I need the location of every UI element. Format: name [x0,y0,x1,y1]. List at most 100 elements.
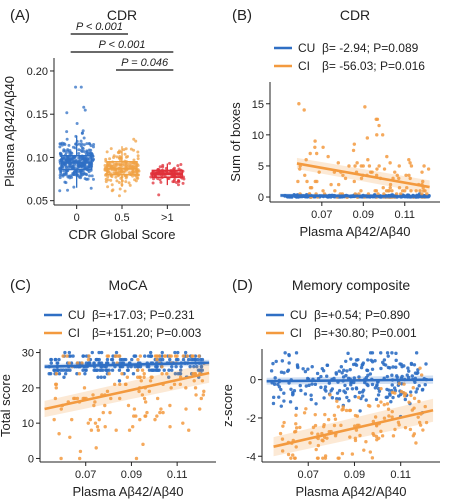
data-point-cu [65,368,70,372]
data-point-ci [198,407,202,411]
data-point-ci [370,456,375,460]
data-point-cu [366,358,370,362]
data-point-cu [117,379,122,383]
data-point [115,155,119,159]
data-point-ci [138,354,142,358]
panel-label: (D) [232,277,253,294]
x-tick-label: 0 [74,212,80,224]
legend-label: CI [68,326,80,340]
data-point-cu [143,354,147,358]
data-point-cu [359,365,364,370]
data-point-ci [118,396,122,401]
data-point-cu [305,376,310,381]
data-point [63,149,67,153]
data-point-ci [313,412,317,417]
data-point-ci [332,423,337,428]
data-point-cu [368,372,373,376]
data-point-cu [420,388,425,392]
data-point-cu [49,357,53,362]
data-point-cu [395,375,399,379]
data-point-ci [420,170,424,174]
data-point [128,171,132,175]
data-point-cu [361,394,365,398]
data-point-ci [313,139,317,143]
data-point-cu [301,367,305,371]
data-point [61,174,65,178]
data-point-ci [365,136,370,140]
data-point-ci [320,438,324,442]
data-point [64,173,68,177]
data-point-ci [394,192,399,196]
data-point-ci [375,133,379,137]
data-point [71,145,75,149]
data-point-cu [47,372,51,376]
data-point [132,137,136,141]
data-point-ci [317,170,321,174]
data-point-cu [413,380,417,384]
data-point-cu [269,369,274,373]
data-point [114,175,118,179]
data-point-cu [114,350,119,355]
data-point-ci [390,415,394,419]
data-point-cu [343,390,348,395]
data-point-ci [192,379,196,383]
data-point [58,151,62,155]
data-point [109,164,113,168]
data-point-ci [105,389,110,394]
data-point [80,146,84,150]
data-point-ci [347,164,351,168]
data-point-ci [101,410,105,415]
data-point-ci [396,420,401,425]
data-point [89,186,93,190]
chart-title: CDR [340,7,370,23]
data-point-ci [388,161,392,165]
data-point-cu [304,384,308,388]
data-point-ci [323,456,328,460]
data-point-cu [99,368,103,372]
data-point-cu [105,368,109,372]
data-point-cu [279,370,284,374]
data-point [65,111,69,115]
data-point [179,162,183,166]
data-point [66,188,70,192]
data-point-ci [314,151,319,156]
data-point-ci [73,396,77,401]
data-point-cu [111,354,115,358]
data-point-ci [357,395,361,400]
data-point-cu [92,361,96,365]
data-point-cu [398,362,402,366]
data-point-ci [202,389,206,394]
data-point-cu [176,350,180,355]
data-point-cu [351,362,356,367]
data-point-ci [293,456,297,460]
data-point-cu [366,373,370,377]
data-point-cu [168,357,172,362]
data-point-ci [160,372,164,376]
data-point [114,162,118,166]
data-point-ci [409,189,413,193]
data-point-ci [362,448,366,452]
data-point-ci [130,424,135,429]
data-point [87,170,91,174]
y-tick-label: -2 [246,413,256,425]
data-point [75,122,79,126]
legend-label: CU [68,308,85,322]
data-point-cu [110,368,115,372]
data-point-cu [99,361,104,365]
data-point-ci [68,435,72,439]
data-point-ci [53,396,58,401]
data-point-ci [359,176,364,181]
data-point-ci [160,364,164,369]
data-point-ci [92,403,96,408]
chart-title: MoCA [109,277,149,293]
data-point-cu [279,404,284,408]
legend-stat: β= -56.03; P=0.016 [322,59,425,73]
data-point-cu [325,374,329,378]
data-point-cu [389,399,393,404]
data-point-ci [395,173,399,177]
data-point-cu [409,362,414,367]
data-point-ci [333,417,338,421]
data-point-cu [369,358,373,363]
data-point-cu [286,368,291,372]
data-point-ci [148,379,153,383]
